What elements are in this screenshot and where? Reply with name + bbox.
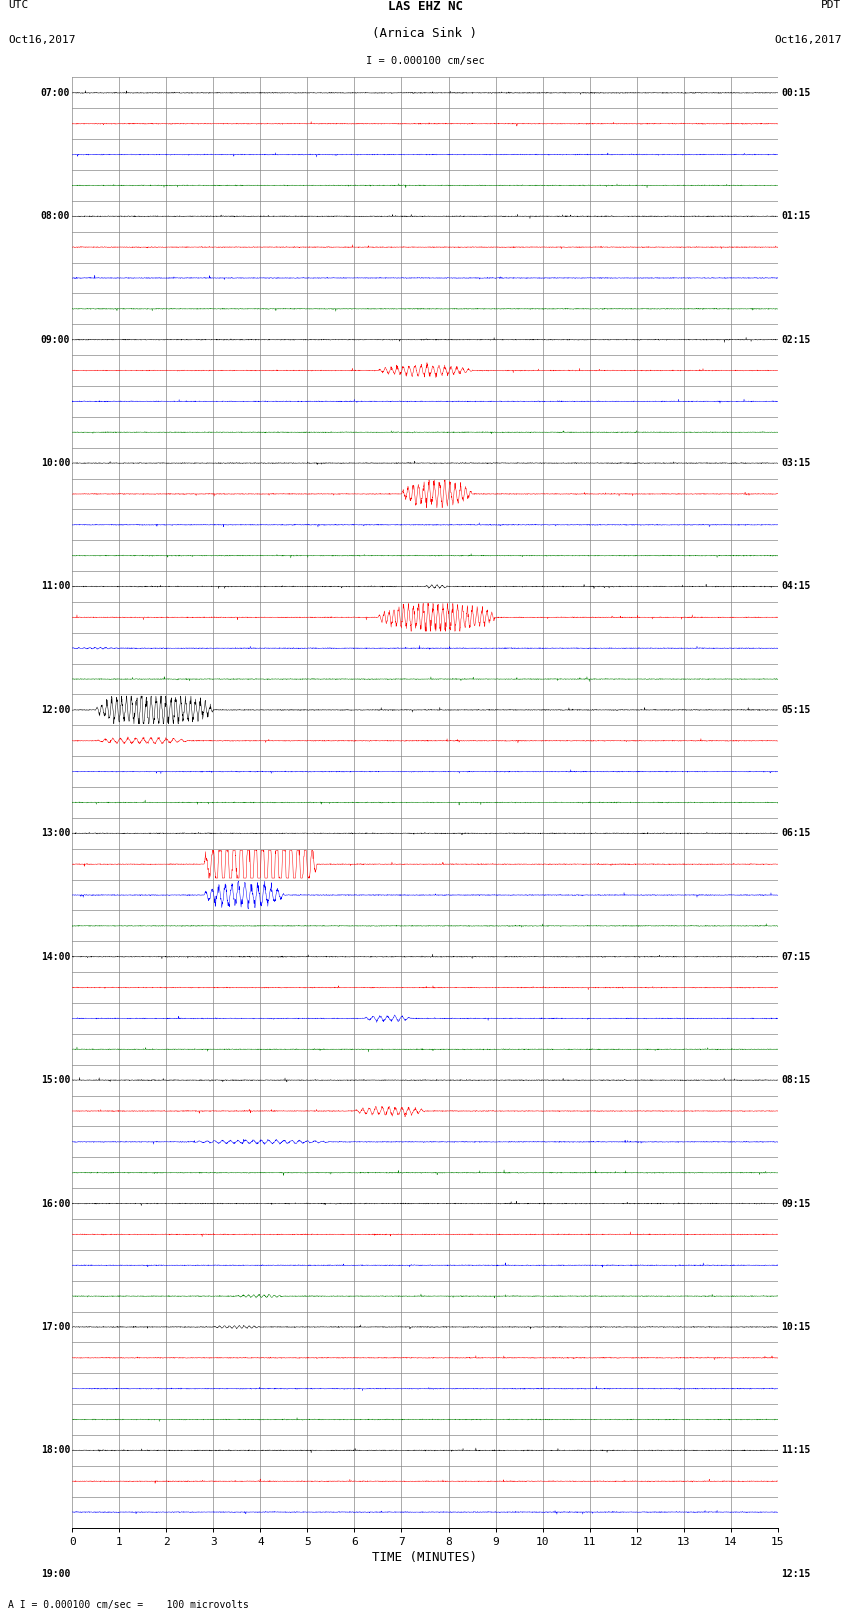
Text: 04:15: 04:15 xyxy=(781,582,811,592)
Text: Oct16,2017: Oct16,2017 xyxy=(774,35,842,45)
Text: 10:00: 10:00 xyxy=(41,458,70,468)
Text: 13:00: 13:00 xyxy=(41,829,70,839)
Text: 05:15: 05:15 xyxy=(781,705,811,715)
Text: 02:15: 02:15 xyxy=(781,334,811,345)
Text: 09:15: 09:15 xyxy=(781,1198,811,1208)
Text: 00:15: 00:15 xyxy=(781,87,811,98)
Text: 14:00: 14:00 xyxy=(41,952,70,961)
X-axis label: TIME (MINUTES): TIME (MINUTES) xyxy=(372,1550,478,1563)
Text: 07:00: 07:00 xyxy=(41,87,70,98)
Text: 12:15: 12:15 xyxy=(781,1569,811,1579)
Text: UTC: UTC xyxy=(8,0,29,10)
Text: 07:15: 07:15 xyxy=(781,952,811,961)
Text: 01:15: 01:15 xyxy=(781,211,811,221)
Text: PDT: PDT xyxy=(821,0,842,10)
Text: A I = 0.000100 cm/sec =    100 microvolts: A I = 0.000100 cm/sec = 100 microvolts xyxy=(8,1600,249,1610)
Text: 12:00: 12:00 xyxy=(41,705,70,715)
Text: 11:15: 11:15 xyxy=(781,1445,811,1455)
Text: 06:15: 06:15 xyxy=(781,829,811,839)
Text: 08:15: 08:15 xyxy=(781,1076,811,1086)
Text: 17:00: 17:00 xyxy=(41,1323,70,1332)
Text: 03:15: 03:15 xyxy=(781,458,811,468)
Text: 19:00: 19:00 xyxy=(41,1569,70,1579)
Text: 16:00: 16:00 xyxy=(41,1198,70,1208)
Text: 15:00: 15:00 xyxy=(41,1076,70,1086)
Text: 08:00: 08:00 xyxy=(41,211,70,221)
Text: 11:00: 11:00 xyxy=(41,582,70,592)
Text: (Arnica Sink ): (Arnica Sink ) xyxy=(372,27,478,40)
Text: LAS EHZ NC: LAS EHZ NC xyxy=(388,0,462,13)
Text: I = 0.000100 cm/sec: I = 0.000100 cm/sec xyxy=(366,56,484,66)
Text: 18:00: 18:00 xyxy=(41,1445,70,1455)
Text: Oct16,2017: Oct16,2017 xyxy=(8,35,76,45)
Text: 10:15: 10:15 xyxy=(781,1323,811,1332)
Text: 09:00: 09:00 xyxy=(41,334,70,345)
